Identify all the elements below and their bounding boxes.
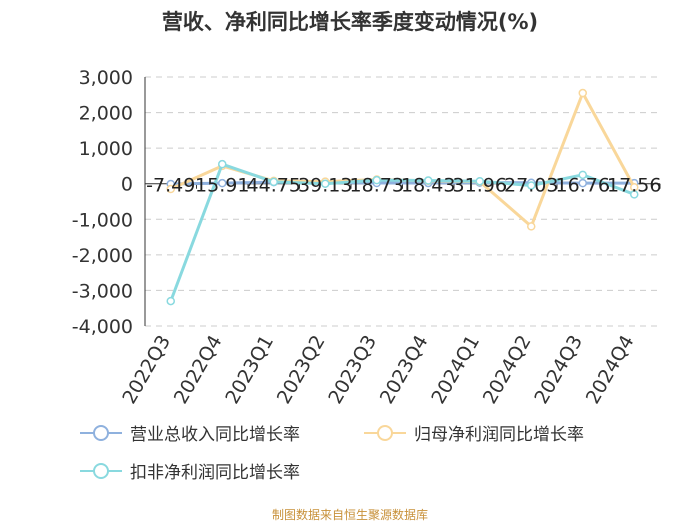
data-label: 18.43: [401, 175, 455, 197]
legend-item-revenue[interactable]: 营业总收入同比增长率: [80, 420, 300, 445]
legend-label-revenue: 营业总收入同比增长率: [130, 425, 300, 445]
data-label: 44.75: [247, 175, 301, 197]
source-note: 制图数据来自恒生聚源数据库: [271, 508, 428, 522]
series-point-1[interactable]: [578, 88, 587, 98]
y-tick-label: 1,000: [79, 138, 133, 160]
data-label: -7.49: [146, 175, 195, 197]
series-point-2[interactable]: [578, 170, 587, 180]
y-tick-label: -1,000: [72, 209, 133, 231]
x-tick-label: 2023Q3: [324, 332, 381, 408]
series-line-2: [169, 162, 635, 302]
data-label: 15.91: [195, 175, 249, 197]
x-tick-label: 2024Q1: [427, 332, 484, 408]
y-tick-label: 0: [121, 174, 133, 196]
legend-marker-deducted-net-profit: [80, 462, 122, 479]
x-tick-label: 2024Q3: [530, 332, 587, 408]
series-point-2[interactable]: [166, 296, 175, 306]
series-point-2[interactable]: [372, 175, 381, 185]
data-label: 18.73: [350, 175, 404, 197]
data-label: 27.03: [504, 175, 558, 197]
series-point-2[interactable]: [321, 179, 330, 188]
legend-marker-revenue: [80, 424, 122, 441]
series-point-0[interactable]: [578, 178, 587, 188]
series-layer: [166, 88, 639, 306]
series-point-2[interactable]: [424, 176, 433, 185]
legend-item-deducted-net-profit[interactable]: 扣非净利润同比增长率: [80, 458, 300, 483]
data-label: 39.13: [298, 175, 352, 197]
series-point-1[interactable]: [166, 184, 175, 194]
y-tick-label: 2,000: [79, 103, 133, 125]
x-tick-label: 2023Q2: [273, 332, 330, 408]
legend-marker-net-profit: [364, 424, 406, 441]
y-tick-label: -4,000: [72, 316, 133, 338]
data-label: 31.96: [453, 175, 507, 197]
series-point-2[interactable]: [269, 177, 278, 187]
x-tick-label: 2023Q4: [376, 332, 433, 408]
data-label-layer: -7.49 15.9144.7539.1318.7318.4331.9627.03…: [146, 175, 661, 197]
data-label: 17.56: [607, 175, 661, 197]
y-tick-label: 3,000: [79, 67, 133, 89]
y-tick-label: -3,000: [72, 280, 133, 302]
chart-title: 营收、净利同比增长率季度变动情况(%): [161, 10, 539, 34]
series-point-2[interactable]: [218, 159, 227, 169]
x-tick-label: 2023Q1: [221, 332, 278, 408]
y-tick-label: -2,000: [72, 245, 133, 267]
x-tick-label: 2024Q4: [582, 332, 639, 408]
legend-label-net-profit: 归母净利润同比增长率: [414, 425, 584, 445]
grid-layer: [145, 76, 660, 327]
data-label: 16.76: [556, 175, 610, 197]
x-tick-label: 2022Q3: [118, 332, 175, 408]
x-tick-label: 2022Q4: [170, 332, 227, 408]
legend-label-deducted-net-profit: 扣非净利润同比增长率: [130, 463, 300, 483]
series-point-2[interactable]: [475, 176, 484, 186]
series-point-0[interactable]: [218, 178, 227, 188]
x-tick-label: 2024Q2: [479, 332, 536, 408]
series-point-2[interactable]: [630, 190, 639, 199]
series-point-1[interactable]: [527, 222, 536, 231]
legend-item-net-profit[interactable]: 归母净利润同比增长率: [364, 420, 584, 445]
series-line-0: [170, 180, 635, 186]
series-point-2[interactable]: [527, 181, 536, 190]
